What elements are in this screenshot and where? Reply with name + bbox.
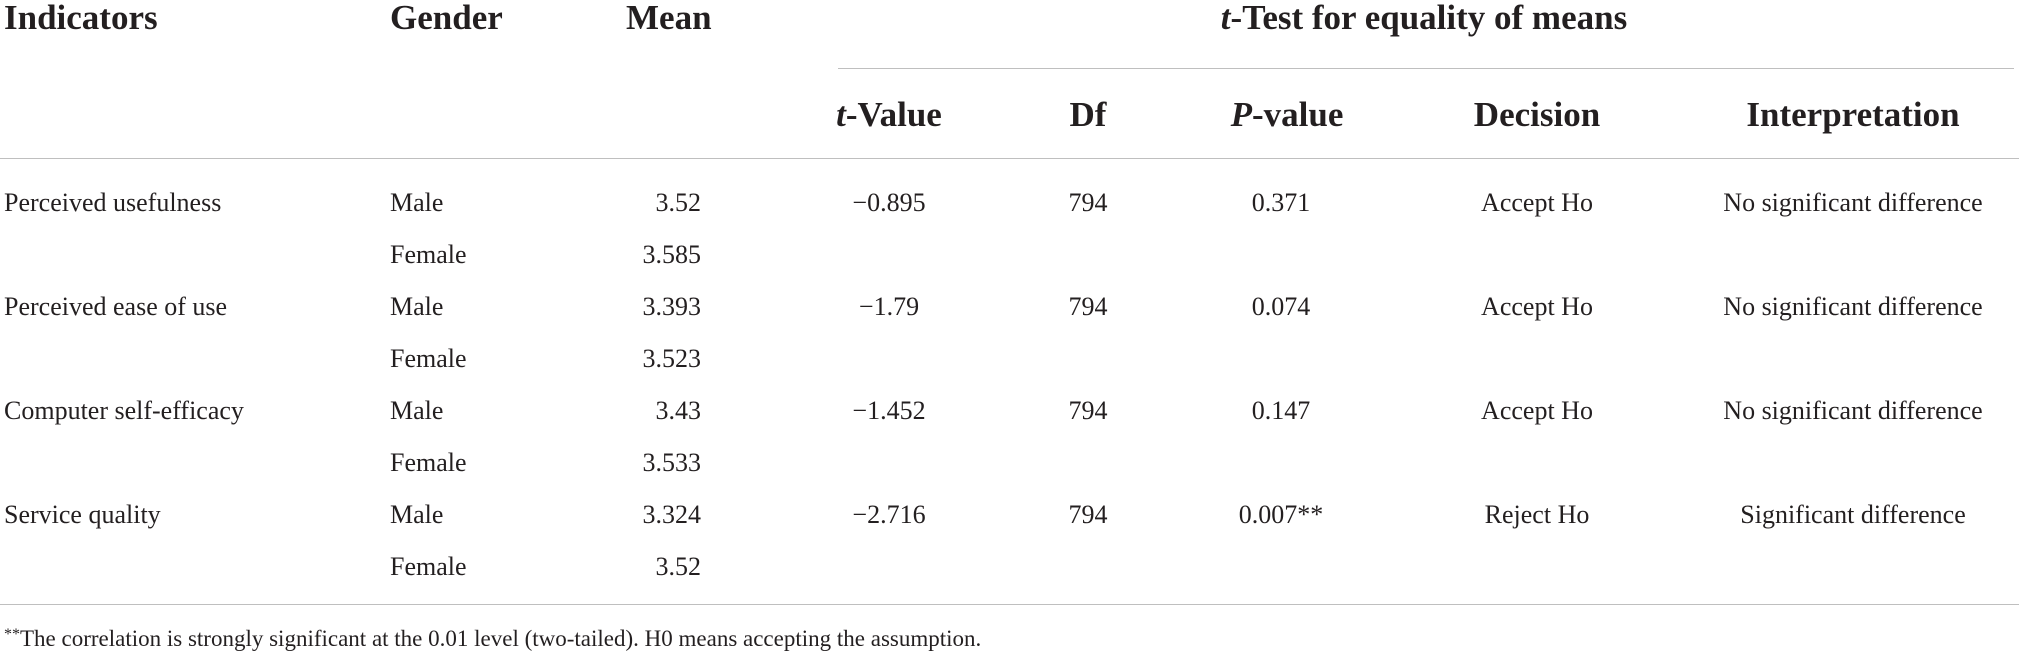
header-mean: Mean: [626, 0, 712, 37]
mean-cell: 3.393: [642, 292, 702, 321]
interpretation-cell: No significant difference: [1723, 292, 1983, 321]
mean-cell: 3.324: [642, 500, 702, 529]
df-cell: 794: [1068, 500, 1108, 529]
header-ttest-italic: t: [1220, 0, 1231, 37]
t-value-cell: −1.452: [852, 396, 926, 425]
p-value-cell: 0.074: [1251, 292, 1311, 321]
mean-cell: 3.43: [655, 396, 702, 425]
df-cell: 794: [1068, 396, 1108, 425]
header-gender: Gender: [390, 0, 503, 37]
header-p-value: P-value: [1231, 97, 1344, 132]
header-decision: Decision: [1473, 95, 1601, 134]
df-cell: 794: [1068, 292, 1108, 321]
mean-cell: 3.585: [642, 240, 702, 269]
df-cell: 794: [1068, 188, 1108, 217]
t-value-cell: −2.716: [852, 500, 926, 529]
interpretation-cell: No significant difference: [1723, 396, 1983, 425]
header-rule: [0, 158, 2019, 159]
group-rule: [838, 68, 2014, 69]
header-t-value-italic: t: [836, 95, 846, 134]
indicator-cell: Computer self-efficacy: [4, 396, 244, 425]
decision-cell: Accept Ho: [1481, 188, 1593, 217]
gender-cell: Male: [390, 292, 444, 321]
t-value-cell: −0.895: [852, 188, 926, 217]
header-df: Df: [1069, 95, 1107, 134]
gender-cell: Female: [390, 448, 467, 477]
header-t-value-rest: -Value: [845, 95, 942, 134]
decision-cell: Accept Ho: [1481, 396, 1593, 425]
header-ttest-group: t-Test for equality of means: [1221, 0, 1627, 35]
indicator-cell: Perceived usefulness: [4, 188, 222, 217]
header-t-value: t-Value: [836, 97, 942, 132]
mean-cell: 3.52: [655, 552, 702, 581]
header-p-value-rest: -value: [1252, 95, 1344, 134]
mean-cell: 3.523: [642, 344, 702, 373]
header-p-value-italic: P: [1230, 95, 1252, 134]
table-footnote: **The correlation is strongly significan…: [4, 626, 981, 652]
decision-cell: Accept Ho: [1481, 292, 1593, 321]
bottom-rule: [0, 604, 2019, 605]
gender-cell: Female: [390, 240, 467, 269]
header-ttest-rest: -Test for equality of means: [1230, 0, 1628, 37]
footnote-text: The correlation is strongly significant …: [20, 626, 982, 651]
gender-cell: Female: [390, 344, 467, 373]
interpretation-cell: Significant difference: [1740, 500, 1966, 529]
gender-cell: Male: [390, 188, 444, 217]
gender-cell: Male: [390, 396, 444, 425]
header-indicators: Indicators: [4, 0, 158, 37]
footnote-marker: **: [4, 626, 20, 643]
p-value-cell: 0.371: [1251, 188, 1311, 217]
header-interpretation: Interpretation: [1746, 95, 1960, 134]
indicator-cell: Perceived ease of use: [4, 292, 228, 321]
t-value-cell: −1.79: [858, 292, 920, 321]
decision-cell: Reject Ho: [1484, 500, 1590, 529]
gender-cell: Male: [390, 500, 444, 529]
p-value-cell: 0.147: [1251, 396, 1311, 425]
indicator-cell: Service quality: [4, 500, 161, 529]
interpretation-cell: No significant difference: [1723, 188, 1983, 217]
mean-cell: 3.52: [655, 188, 702, 217]
p-value-cell: 0.007**: [1238, 500, 1324, 529]
mean-cell: 3.533: [642, 448, 702, 477]
gender-cell: Female: [390, 552, 467, 581]
